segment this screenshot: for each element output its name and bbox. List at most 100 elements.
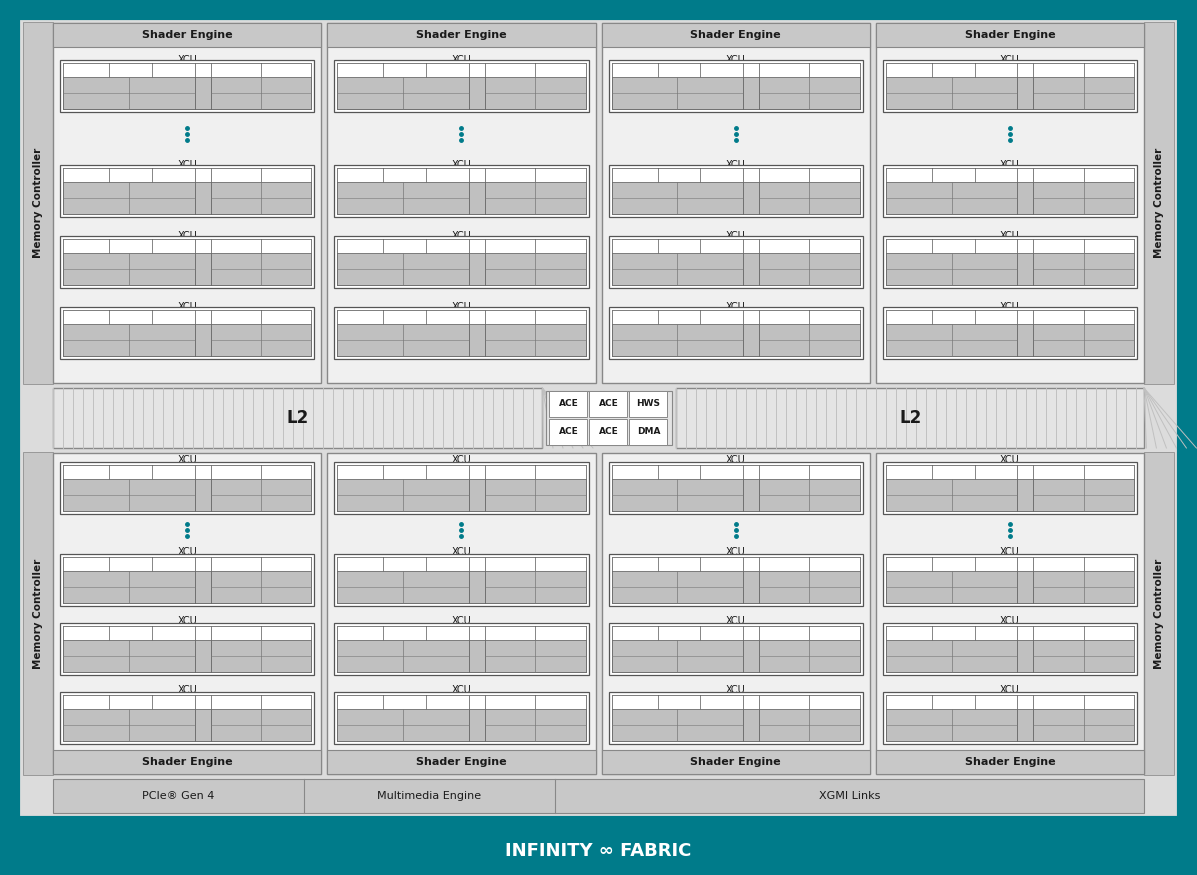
Bar [327, 23, 595, 383]
Text: ACE: ACE [559, 400, 578, 409]
Bar [612, 168, 743, 214]
Bar [612, 310, 743, 356]
Bar [485, 465, 585, 511]
Bar [60, 236, 315, 288]
Bar [608, 236, 863, 288]
Bar [1033, 695, 1134, 741]
Bar [63, 63, 195, 109]
Bar [886, 570, 1017, 603]
Bar [886, 239, 1017, 285]
Bar [469, 695, 485, 741]
Bar [602, 750, 870, 774]
Bar [1033, 182, 1134, 214]
Bar [743, 310, 759, 324]
Bar [1017, 465, 1033, 479]
Bar [469, 465, 485, 479]
Bar [612, 465, 743, 511]
Text: XCU: XCU [451, 685, 472, 695]
Text: Shader Engine: Shader Engine [141, 30, 232, 40]
Bar [338, 709, 469, 741]
Bar [886, 168, 1017, 214]
Bar [759, 168, 859, 214]
Bar [759, 695, 859, 741]
Bar [469, 695, 485, 709]
Bar [743, 626, 759, 672]
Bar [63, 182, 195, 214]
Bar [195, 310, 211, 356]
Bar [759, 310, 859, 356]
Text: Shader Engine: Shader Engine [691, 30, 780, 40]
Bar [63, 310, 195, 356]
Bar [759, 626, 859, 672]
Bar [195, 63, 211, 109]
Bar [211, 182, 311, 214]
Bar [886, 168, 1017, 182]
Bar [886, 182, 1017, 214]
Bar [886, 77, 1017, 109]
Bar [63, 310, 195, 324]
Bar [1017, 168, 1033, 214]
Bar [338, 570, 469, 603]
Bar [63, 557, 195, 570]
Bar [63, 695, 195, 741]
Bar [882, 462, 1137, 514]
Text: XCU: XCU [725, 455, 746, 465]
Bar [63, 570, 195, 603]
Bar [886, 310, 1017, 356]
Bar [612, 570, 743, 603]
Bar [338, 626, 469, 672]
Bar [211, 695, 311, 709]
Bar [743, 557, 759, 570]
Bar [612, 695, 743, 709]
Bar [608, 60, 863, 112]
Text: XCU: XCU [725, 685, 746, 695]
Bar [23, 452, 53, 775]
Bar [759, 310, 859, 324]
Bar [469, 310, 485, 356]
Bar [886, 709, 1017, 741]
Bar [211, 63, 311, 77]
Bar [211, 479, 311, 511]
Bar [63, 479, 195, 511]
Bar [195, 324, 211, 356]
Bar [211, 709, 311, 741]
Bar [1033, 626, 1134, 672]
Bar [195, 465, 211, 479]
Bar [469, 557, 485, 603]
Bar [60, 623, 315, 675]
Bar [338, 626, 469, 640]
Bar [1033, 640, 1134, 672]
Bar [743, 626, 759, 640]
Text: Shader Engine: Shader Engine [965, 30, 1056, 40]
Bar [195, 479, 211, 511]
Bar [759, 182, 859, 214]
Text: XCU: XCU [177, 455, 198, 465]
Text: Shader Engine: Shader Engine [417, 30, 506, 40]
Text: XCU: XCU [177, 547, 198, 557]
Bar [485, 310, 585, 356]
Bar [886, 310, 1017, 324]
Bar [1017, 310, 1033, 324]
Bar [53, 388, 542, 448]
Text: XCU: XCU [999, 547, 1020, 557]
Bar [338, 168, 469, 214]
Bar [602, 23, 870, 47]
Text: Memory Controller: Memory Controller [34, 148, 43, 258]
Bar [211, 310, 311, 324]
Bar [211, 168, 311, 214]
Bar [759, 695, 859, 709]
Text: Shader Engine: Shader Engine [965, 757, 1056, 767]
Bar [1033, 570, 1134, 603]
Bar [60, 60, 315, 112]
Bar [549, 391, 588, 417]
Bar [886, 695, 1017, 709]
Bar [1033, 239, 1134, 285]
Text: XCU: XCU [725, 160, 746, 170]
Bar [53, 23, 321, 47]
Bar [1033, 168, 1134, 182]
Text: Memory Controller: Memory Controller [34, 558, 43, 668]
Bar [1033, 63, 1134, 109]
Bar [63, 465, 195, 479]
Bar [602, 23, 870, 383]
Bar [53, 779, 1144, 813]
